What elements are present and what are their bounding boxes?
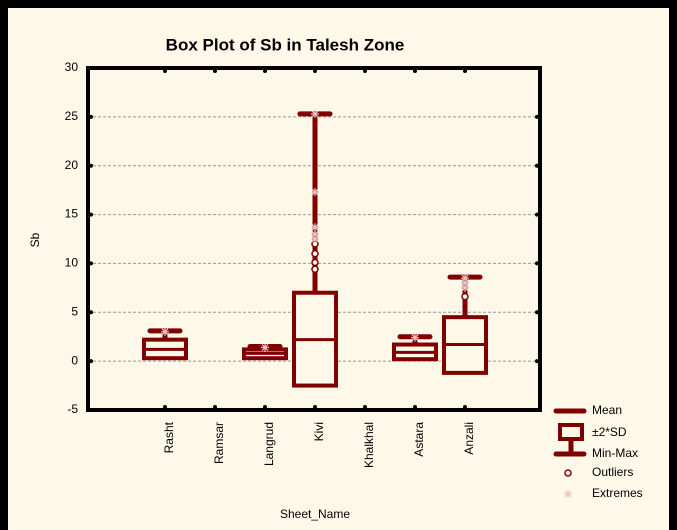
outlier xyxy=(311,249,319,258)
extreme xyxy=(261,343,269,352)
extreme xyxy=(161,327,169,336)
extreme-ray xyxy=(461,279,469,287)
legend-icon xyxy=(564,469,572,477)
x-tick xyxy=(263,405,267,409)
y-tick-label: 5 xyxy=(71,304,78,318)
extreme xyxy=(564,490,572,498)
extreme xyxy=(311,235,319,243)
y-tick-label: 0 xyxy=(71,353,78,367)
extreme-ray xyxy=(564,490,572,498)
x-tick-label: Astara xyxy=(412,422,426,457)
extreme xyxy=(411,333,419,342)
extreme xyxy=(461,274,469,283)
extreme-ray xyxy=(411,334,419,342)
extreme-ray xyxy=(161,328,169,336)
extreme-ray xyxy=(261,344,269,351)
legend-label: Extremes xyxy=(592,486,643,500)
plot-frame xyxy=(86,66,542,412)
x-tick xyxy=(313,405,317,409)
x-tick-label: Rasht xyxy=(162,421,176,453)
legend-label: Outliers xyxy=(592,465,633,479)
y-tick-label: 25 xyxy=(65,109,79,123)
y-tick-label: 15 xyxy=(65,207,79,221)
extreme xyxy=(311,223,319,232)
x-tick-label: Ramsar xyxy=(212,422,226,464)
extreme xyxy=(311,109,319,118)
x-axis-label: Sheet_Name xyxy=(280,507,350,521)
x-tick xyxy=(463,405,467,409)
x-tick xyxy=(463,69,467,73)
legend-label: ±2*SD xyxy=(592,425,627,439)
x-tick xyxy=(263,69,267,73)
x-tick-label: Anzali xyxy=(462,422,476,455)
x-tick xyxy=(313,69,317,73)
y-tick-label: 20 xyxy=(65,158,79,172)
outlier xyxy=(311,265,319,274)
x-tick xyxy=(213,69,217,73)
x-tick xyxy=(363,405,367,409)
x-tick xyxy=(163,69,167,73)
y-axis-label: Sb xyxy=(28,232,42,247)
legend-icon xyxy=(558,423,584,441)
y-tick-label: -5 xyxy=(67,402,78,416)
extreme-ray xyxy=(311,110,319,118)
extreme-ray xyxy=(311,230,319,238)
extreme-ray xyxy=(311,235,319,243)
legend-label: Mean xyxy=(592,403,622,417)
outlier xyxy=(311,258,319,267)
chart-title: Box Plot of Sb in Talesh Zone xyxy=(166,35,405,54)
extreme-ray xyxy=(461,284,469,292)
x-tick-label: Kivi xyxy=(312,422,326,441)
extreme xyxy=(311,188,319,197)
background xyxy=(8,8,669,530)
x-tick xyxy=(413,405,417,409)
extreme xyxy=(311,230,319,239)
extreme-ray xyxy=(311,223,319,231)
extreme-ray xyxy=(311,188,319,196)
x-tick-label: Khalkhal xyxy=(362,422,376,468)
outlier xyxy=(461,292,469,301)
x-tick xyxy=(213,405,217,409)
legend-label: Min-Max xyxy=(592,446,638,460)
extreme-ray xyxy=(461,274,469,282)
x-tick xyxy=(413,69,417,73)
x-tick xyxy=(163,405,167,409)
y-tick-label: 30 xyxy=(65,60,79,74)
x-tick-label: Langrud xyxy=(262,422,276,466)
y-tick-label: 10 xyxy=(65,256,79,270)
x-tick xyxy=(363,69,367,73)
